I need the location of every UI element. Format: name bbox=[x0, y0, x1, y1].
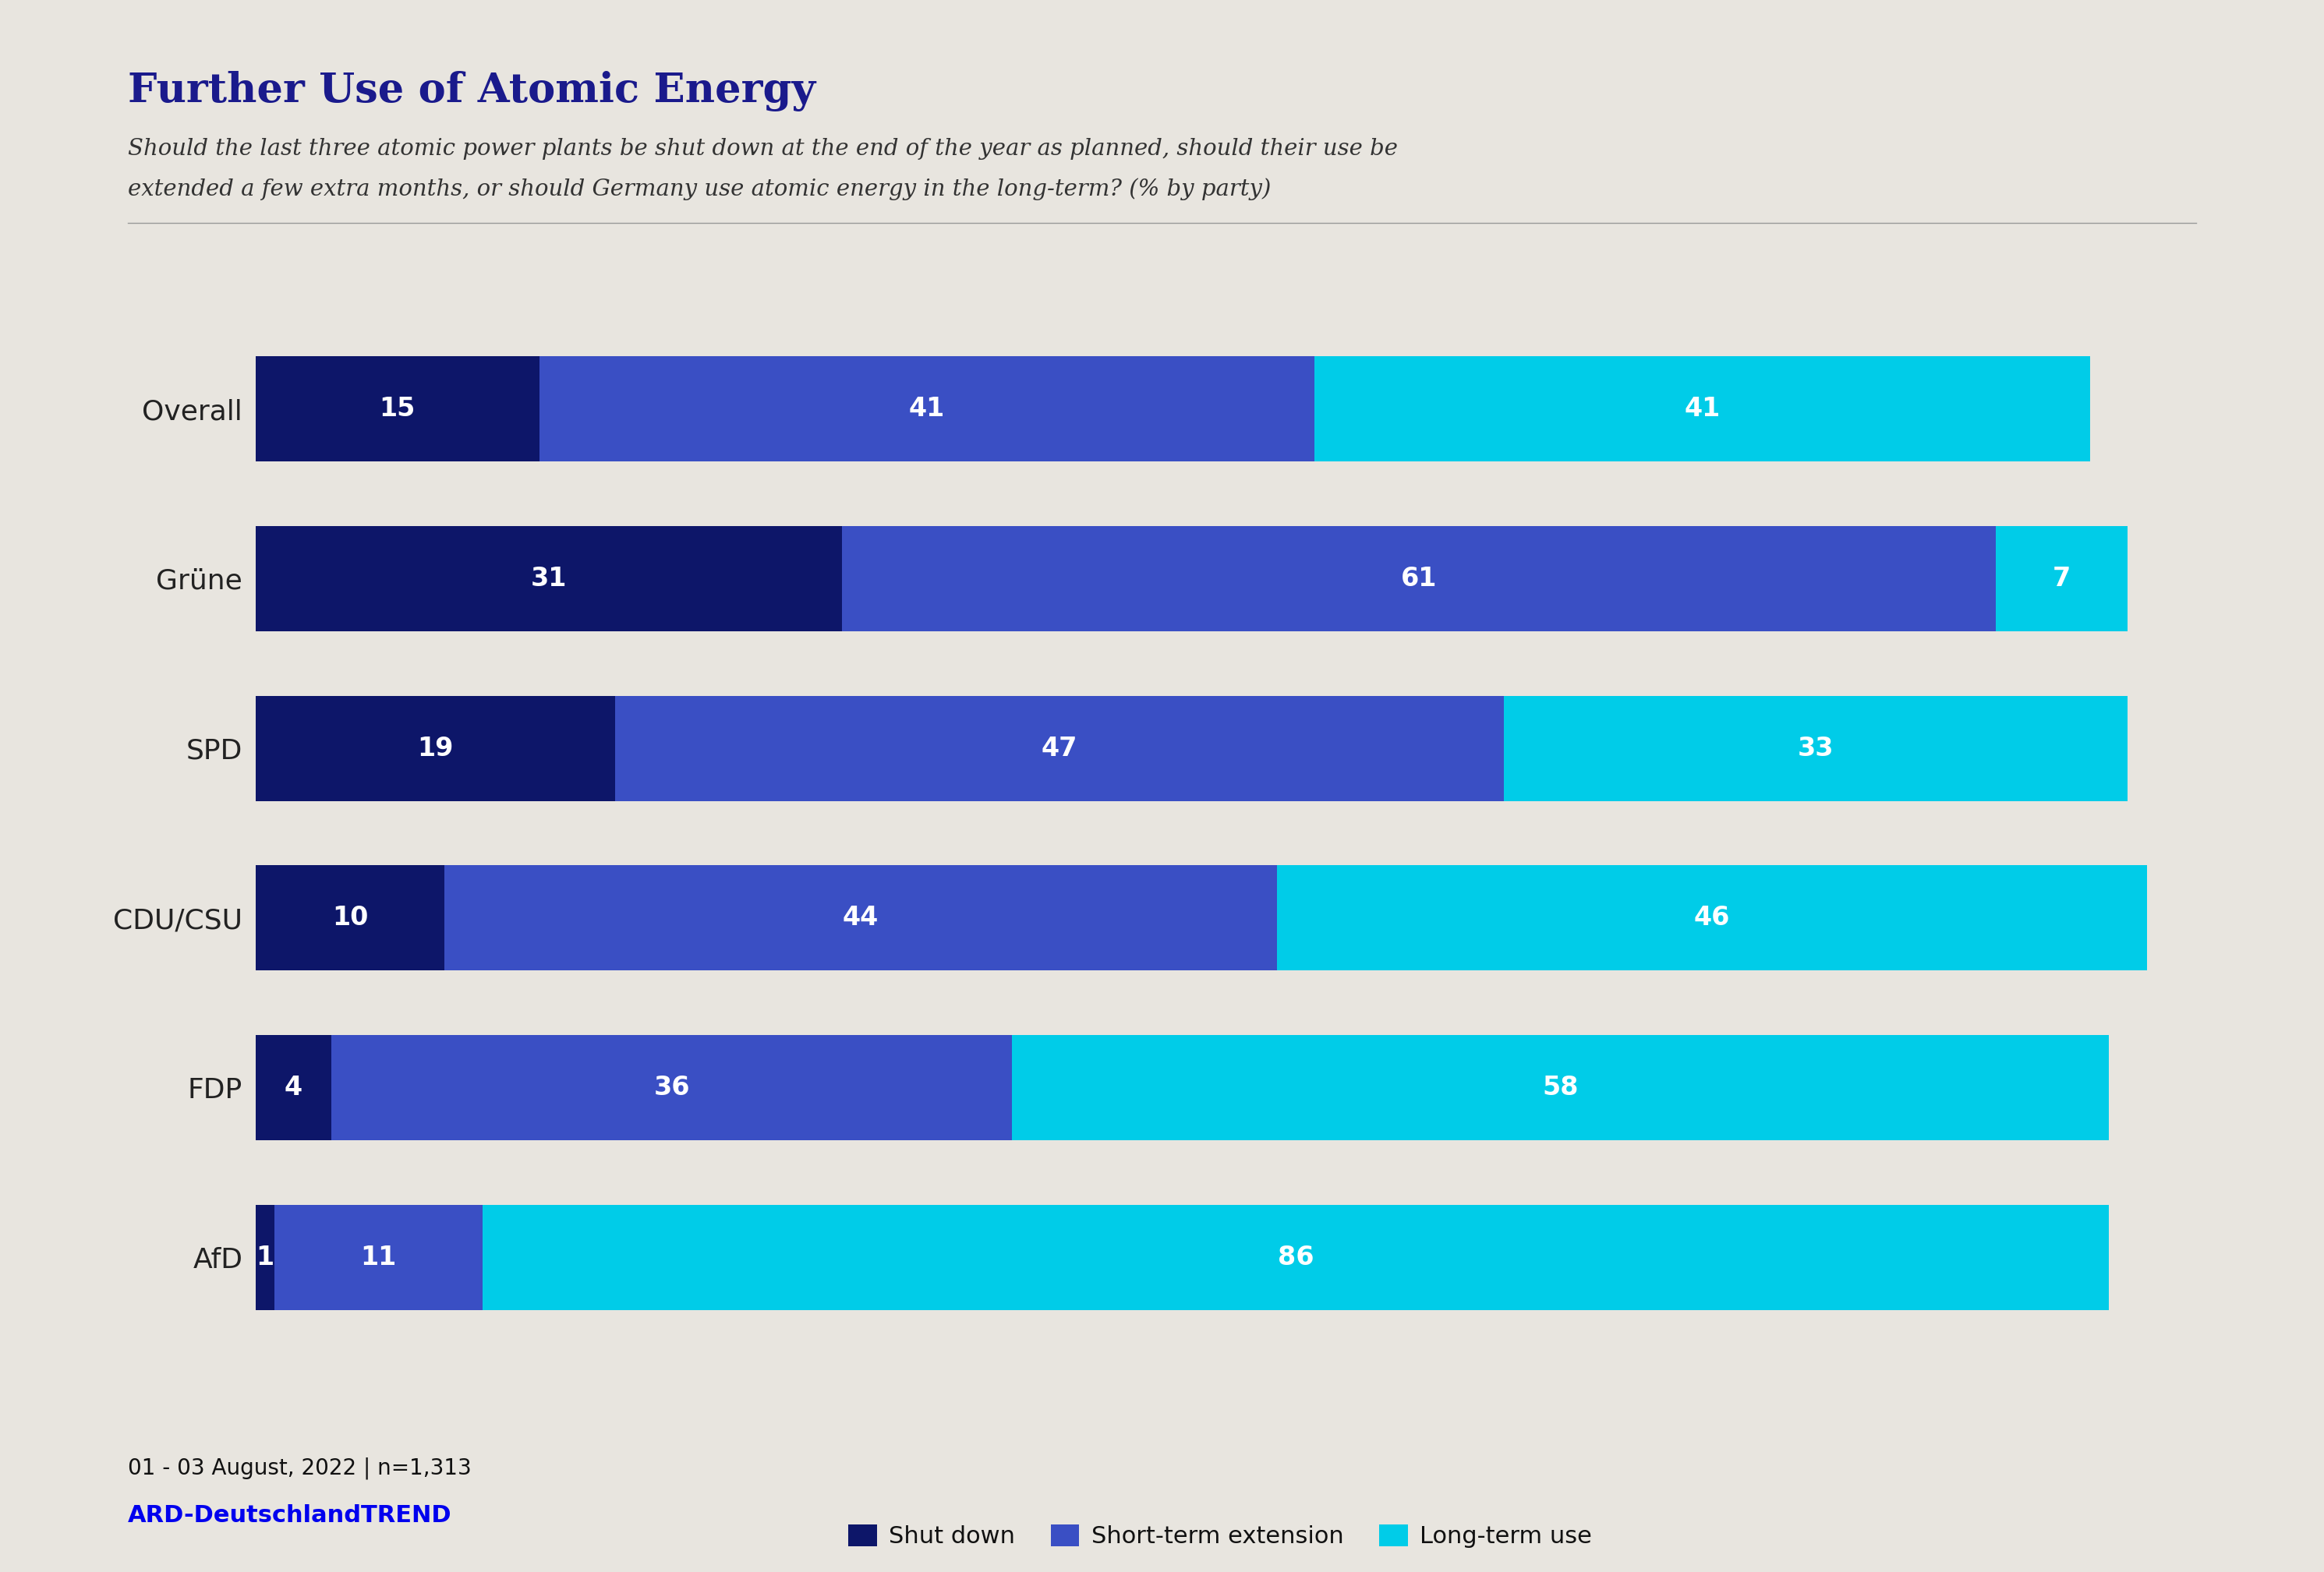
Text: 47: 47 bbox=[1041, 736, 1078, 761]
Bar bbox=[841, 527, 1996, 632]
Text: 36: 36 bbox=[653, 1075, 690, 1100]
Bar bbox=[256, 357, 539, 462]
Bar bbox=[1011, 1034, 2108, 1140]
Bar bbox=[616, 696, 1504, 800]
Text: 31: 31 bbox=[530, 566, 567, 591]
Text: 33: 33 bbox=[1799, 736, 1834, 761]
Bar bbox=[1504, 696, 2129, 800]
Text: 41: 41 bbox=[909, 396, 946, 421]
Bar bbox=[332, 1034, 1011, 1140]
Text: Should the last three atomic power plants be shut down at the end of the year as: Should the last three atomic power plant… bbox=[128, 138, 1397, 160]
Bar bbox=[256, 1204, 274, 1309]
Bar bbox=[1315, 357, 2089, 462]
Bar bbox=[1276, 866, 2147, 970]
Text: ARD-DeutschlandTREND: ARD-DeutschlandTREND bbox=[128, 1504, 451, 1526]
Bar bbox=[256, 527, 841, 632]
Text: 10: 10 bbox=[332, 905, 367, 931]
Text: 7: 7 bbox=[2052, 566, 2071, 591]
Text: Further Use of Atomic Energy: Further Use of Atomic Energy bbox=[128, 71, 816, 112]
Text: 4: 4 bbox=[284, 1075, 302, 1100]
Bar bbox=[444, 866, 1276, 970]
Text: 61: 61 bbox=[1401, 566, 1436, 591]
Bar bbox=[256, 866, 444, 970]
Bar bbox=[274, 1204, 483, 1309]
Text: 01 - 03 August, 2022 | n=1,313: 01 - 03 August, 2022 | n=1,313 bbox=[128, 1457, 472, 1479]
Bar bbox=[256, 696, 616, 800]
Text: 58: 58 bbox=[1543, 1075, 1578, 1100]
Text: 19: 19 bbox=[418, 736, 453, 761]
Text: extended a few extra months, or should Germany use atomic energy in the long-ter: extended a few extra months, or should G… bbox=[128, 178, 1271, 200]
Text: 11: 11 bbox=[360, 1245, 397, 1270]
Text: 1: 1 bbox=[256, 1245, 274, 1270]
Text: 86: 86 bbox=[1278, 1245, 1313, 1270]
Bar bbox=[539, 357, 1315, 462]
Text: 46: 46 bbox=[1694, 905, 1729, 931]
Text: 15: 15 bbox=[379, 396, 416, 421]
Bar bbox=[483, 1204, 2108, 1309]
Bar bbox=[1996, 527, 2129, 632]
Text: 44: 44 bbox=[844, 905, 878, 931]
Text: 41: 41 bbox=[1685, 396, 1720, 421]
Legend: Shut down, Short-term extension, Long-term use: Shut down, Short-term extension, Long-te… bbox=[848, 1525, 1592, 1548]
Bar bbox=[256, 1034, 332, 1140]
